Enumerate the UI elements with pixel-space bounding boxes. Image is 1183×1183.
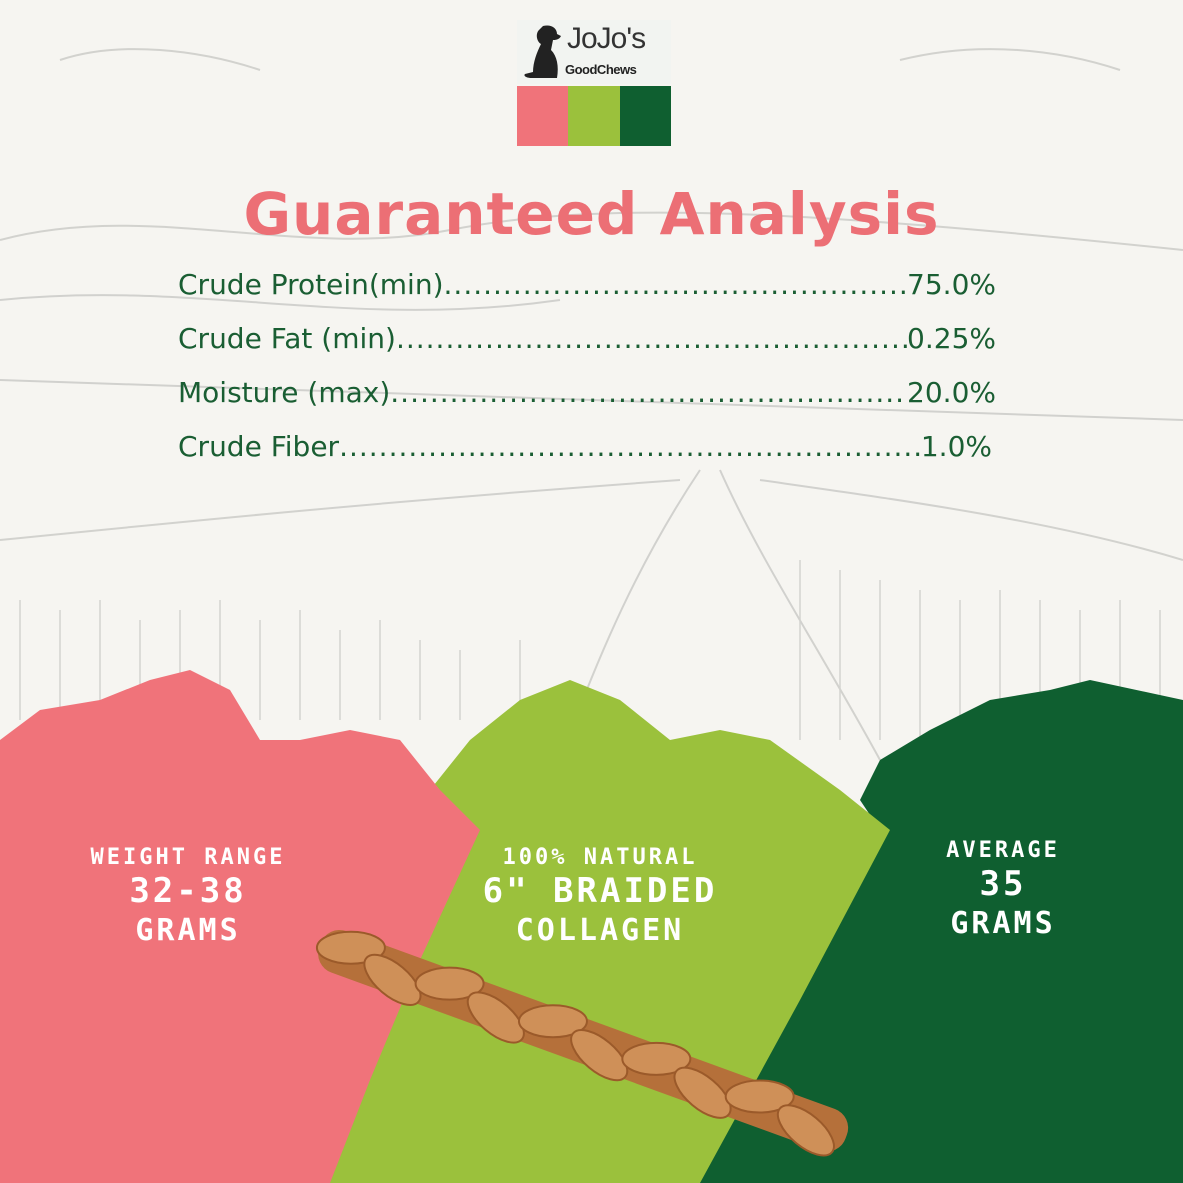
dog-silhouette-icon [524, 25, 561, 78]
guaranteed-analysis-list: Crude Protein(min) 75.0% Crude Fat (min) 0… [178, 268, 996, 484]
feature-value: 6" BRAIDED [482, 871, 718, 911]
color-swatch-lime [568, 86, 620, 146]
feature-label: WEIGHT RANGE [90, 845, 286, 870]
page-title: Guaranteed Analysis [243, 180, 940, 248]
logo-subbrand-text: GoodChews [565, 62, 637, 77]
feature-label: 100% NATURAL [502, 845, 698, 870]
color-swatch-green [619, 86, 671, 146]
feature-value: 35 [979, 864, 1027, 904]
analysis-value: 1.0% [920, 430, 992, 463]
brand-logo: JoJo's GoodChews [517, 20, 671, 146]
feature-weight-range: WEIGHT RANGE 32-38 GRAMS [60, 845, 316, 950]
feature-unit: GRAMS [135, 913, 241, 948]
analysis-label: Crude Fat (min) [178, 322, 396, 355]
analysis-row-moisture: Moisture (max) 20.0% [178, 376, 996, 430]
green-brush-stroke [640, 680, 1183, 1183]
logo-color-bars [517, 86, 671, 146]
feature-unit: COLLAGEN [515, 913, 685, 948]
feature-value: 32-38 [129, 871, 247, 911]
feature-average-weight: AVERAGE 35 GRAMS [900, 838, 1106, 943]
analysis-row-fat: Crude Fat (min) 0.25% [178, 322, 996, 376]
logo-brand-text: JoJo's [567, 22, 646, 55]
analysis-label: Moisture (max) [178, 376, 391, 409]
color-swatch-pink [517, 86, 569, 146]
analysis-label: Crude Fiber [178, 430, 340, 463]
analysis-value: 0.25% [907, 322, 996, 355]
analysis-row-fiber: Crude Fiber 1.0% [178, 430, 992, 484]
feature-unit: GRAMS [950, 906, 1056, 941]
pink-brush-stroke [0, 670, 480, 1183]
braided-collagen-chew-image [315, 929, 849, 1157]
feature-natural-braided: 100% NATURAL 6" BRAIDED COLLAGEN [470, 845, 730, 950]
analysis-label: Crude Protein(min) [178, 268, 444, 301]
feature-label: AVERAGE [946, 838, 1060, 863]
analysis-value: 75.0% [907, 268, 996, 301]
analysis-row-protein: Crude Protein(min) 75.0% [178, 268, 996, 322]
analysis-value: 20.0% [907, 376, 996, 409]
